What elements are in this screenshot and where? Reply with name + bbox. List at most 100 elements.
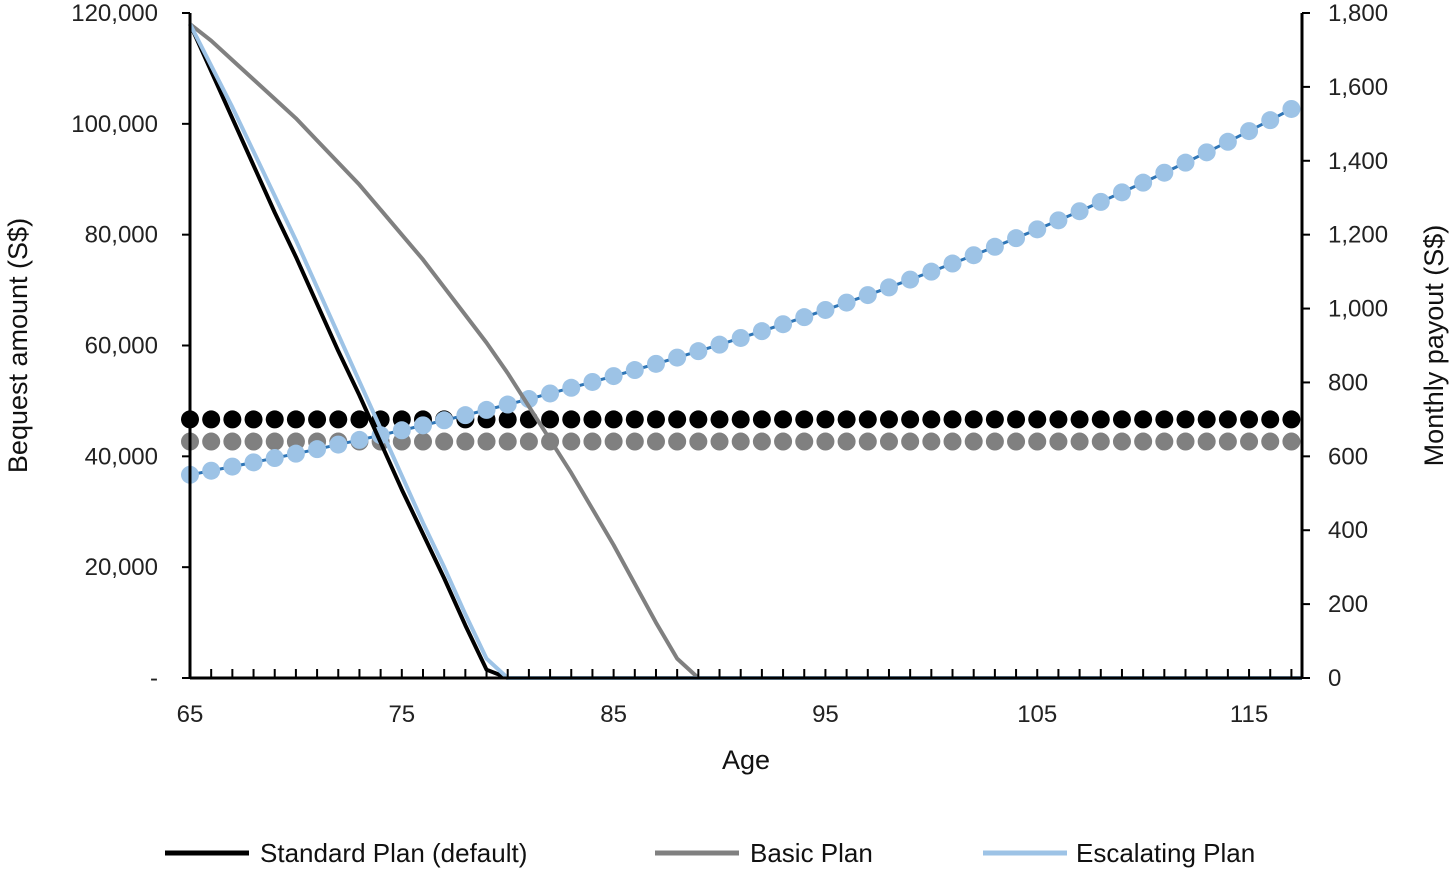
payout-marker (879, 278, 898, 297)
axes-layer (182, 12, 1310, 680)
x-tick-label: 115 (1230, 701, 1268, 728)
payout-marker (498, 395, 517, 414)
payout-marker (1282, 99, 1301, 118)
payout-marker (774, 315, 793, 334)
payout-marker (562, 378, 581, 397)
payout-marker (1134, 173, 1153, 192)
payout-marker (1134, 410, 1153, 429)
payout-marker (1155, 163, 1174, 182)
payout-marker (223, 457, 242, 476)
payout-marker (816, 410, 835, 429)
payout-marker (1155, 410, 1174, 429)
payout-series-layer (181, 99, 1301, 484)
payout-marker (1049, 410, 1068, 429)
payout-marker (795, 308, 814, 327)
y-left-tick-label: 60,000 (85, 333, 158, 360)
payout-marker (244, 432, 263, 451)
y-left-tick-label: 80,000 (85, 222, 158, 249)
legend-item-0: Standard Plan (default) (165, 838, 527, 868)
y-left-tick-label: - (150, 665, 158, 692)
payout-marker (498, 432, 517, 451)
payout-marker (1197, 143, 1216, 162)
y-right-tick-label: 0 (1328, 665, 1341, 692)
payout-marker (1112, 410, 1131, 429)
payout-marker (1049, 432, 1068, 451)
payout-marker (1028, 220, 1047, 239)
payout-marker (541, 410, 560, 429)
payout-marker (244, 453, 263, 472)
payout-marker (689, 432, 708, 451)
payout-marker (922, 262, 941, 281)
bequest-series-layer (188, 22, 1302, 680)
payout-marker (1176, 432, 1195, 451)
payout-marker (1261, 432, 1280, 451)
payout-marker (1049, 211, 1068, 230)
payout-marker (816, 300, 835, 319)
payout-marker (456, 432, 475, 451)
payout-marker (731, 432, 750, 451)
payout-marker (286, 410, 305, 429)
payout-marker (1218, 410, 1237, 429)
payout-marker (1007, 229, 1026, 248)
payout-marker (646, 354, 665, 373)
payout-marker (413, 416, 432, 435)
payout-marker (1218, 132, 1237, 151)
payout-marker (1240, 122, 1259, 141)
payout-marker (731, 328, 750, 347)
payout-marker (943, 432, 962, 451)
payout-marker (604, 367, 623, 386)
payout-marker (1091, 410, 1110, 429)
payout-marker (223, 432, 242, 451)
payout-marker (519, 390, 538, 409)
payout-marker (1028, 432, 1047, 451)
payout-marker (1282, 432, 1301, 451)
payout-marker (583, 410, 602, 429)
payout-marker (1240, 432, 1259, 451)
y-left-axis-title: Bequest amount (S$) (3, 218, 33, 473)
payout-marker (477, 400, 496, 419)
y-right-axis-title: Monthly payout (S$) (1419, 225, 1449, 467)
y-left-tick-label: 20,000 (85, 554, 158, 581)
legend-item-2: Escalating Plan (983, 838, 1255, 868)
legend-item-1: Basic Plan (655, 838, 873, 868)
payout-marker (795, 410, 814, 429)
payout-marker (1176, 410, 1195, 429)
payout-marker (1070, 432, 1089, 451)
payout-marker (1197, 410, 1216, 429)
payout-marker (583, 432, 602, 451)
payout-marker (1134, 432, 1153, 451)
payout-marker (668, 432, 687, 451)
payout-marker (646, 410, 665, 429)
y-right-tick-label: 600 (1328, 443, 1368, 470)
payout-marker (1261, 410, 1280, 429)
payout-series-0 (181, 410, 1301, 429)
payout-marker (308, 410, 327, 429)
payout-marker (879, 432, 898, 451)
payout-marker (625, 361, 644, 380)
payout-marker (774, 410, 793, 429)
payout-marker (604, 432, 623, 451)
y-right-tick-label: 1,800 (1328, 0, 1388, 27)
payout-marker (837, 293, 856, 312)
payout-marker (1070, 410, 1089, 429)
payout-marker (901, 432, 920, 451)
x-tick-label: 65 (177, 701, 204, 728)
payout-marker (625, 432, 644, 451)
payout-marker (964, 432, 983, 451)
payout-marker (922, 432, 941, 451)
payout-marker (392, 421, 411, 440)
payout-marker (1112, 183, 1131, 202)
y-left-tick-label: 120,000 (71, 0, 158, 27)
bequest-line-2 (188, 23, 1302, 680)
payout-marker (795, 432, 814, 451)
payout-marker (350, 430, 369, 449)
payout-marker (1091, 192, 1110, 211)
payout-marker (1197, 432, 1216, 451)
payout-marker (646, 432, 665, 451)
payout-marker (1112, 432, 1131, 451)
labels-layer: - 20,000 40,000 60,000 80,000 100,000 120,000 0… (3, 0, 1449, 775)
payout-marker (837, 410, 856, 429)
payout-series-1 (181, 432, 1301, 451)
